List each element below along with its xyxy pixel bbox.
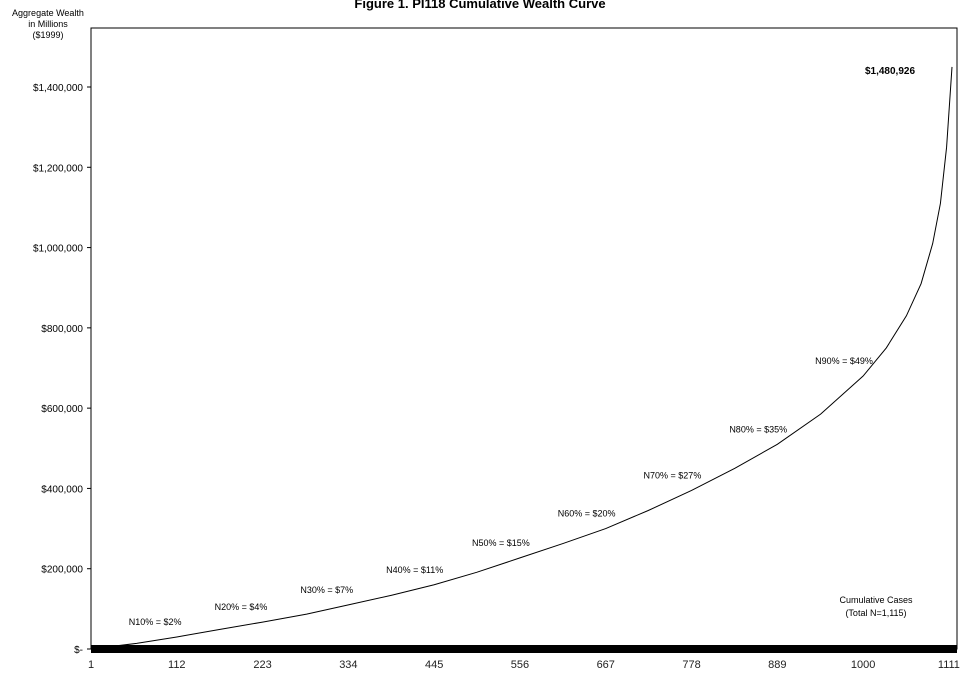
- x-tick-label: 1: [88, 659, 94, 671]
- x-tick-label: 556: [511, 659, 529, 671]
- x-tick-label: 223: [253, 659, 271, 671]
- y-tick-label: $400,000: [41, 484, 83, 495]
- x-tick-label: 1111: [938, 659, 960, 671]
- x-tick-label: 889: [768, 659, 786, 671]
- x-tick-label: 112: [168, 659, 186, 671]
- x-tick-label: 334: [339, 659, 357, 671]
- x-axis-label-line: Cumulative Cases: [839, 595, 913, 605]
- y-tick-label: $800,000: [41, 324, 83, 335]
- cumulative-wealth-line: [90, 66, 953, 650]
- decile-annotation: N90% = $49%: [815, 356, 873, 366]
- decile-annotation: N30% = $7%: [300, 585, 353, 595]
- chart-title: Figure 1. PI118 Cumulative Wealth Curve: [354, 0, 605, 11]
- y-tick-label: $1,400,000: [33, 83, 83, 94]
- plot-frame: [90, 27, 958, 650]
- x-axis-ticks: 1 112 223 334 445 556 667 778 889 1000 1111: [88, 659, 960, 671]
- decile-annotation: N10% = $2%: [129, 617, 182, 627]
- y-tick-label: $200,000: [41, 565, 83, 576]
- x-tick-label: 667: [597, 659, 615, 671]
- y-axis-label-line: ($1999): [32, 30, 63, 40]
- y-axis-label-line: in Millions: [28, 19, 68, 29]
- x-axis-label: Cumulative Cases (Total N=1,115): [839, 595, 913, 618]
- y-tick-label: $1,200,000: [33, 163, 83, 174]
- decile-annotations: N10% = $2% N20% = $4% N30% = $7% N40% = $11…: [129, 356, 873, 627]
- y-tick-label: $1,000,000: [33, 244, 83, 255]
- decile-annotation: N50% = $15%: [472, 538, 530, 548]
- y-axis-ticks: $- $200,000 $400,000 $600,000 $800,000 $1,000…: [33, 83, 91, 656]
- x-axis-baseline-bar: [91, 645, 957, 653]
- x-axis-label-line: (Total N=1,115): [845, 608, 906, 618]
- decile-annotation: N70% = $27%: [644, 470, 702, 480]
- y-axis-label-line: Aggregate Wealth: [12, 8, 84, 18]
- decile-annotation: N80% = $35%: [729, 424, 787, 434]
- y-tick-label: $600,000: [41, 404, 83, 415]
- decile-annotation: N40% = $11%: [386, 565, 443, 575]
- x-tick-label: 778: [682, 659, 700, 671]
- decile-annotation: N60% = $20%: [558, 509, 616, 519]
- decile-annotation: N20% = $4%: [215, 602, 268, 612]
- y-tick-label: $-: [74, 645, 83, 656]
- end-value-label: $1,480,926: [865, 66, 915, 77]
- x-tick-label: 1000: [851, 659, 875, 671]
- x-tick-label: 445: [425, 659, 443, 671]
